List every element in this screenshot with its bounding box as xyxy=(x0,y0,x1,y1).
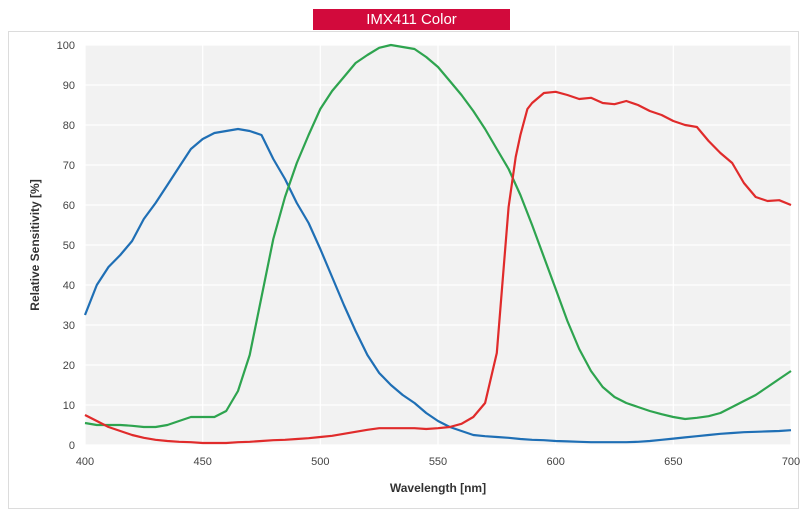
y-tick-label: 80 xyxy=(63,120,75,132)
y-tick-label: 10 xyxy=(63,400,75,412)
x-tick-labels: 400 450 500 550 600 650 700 xyxy=(76,456,800,468)
y-tick-labels: 0 10 20 30 40 50 60 70 80 90 100 xyxy=(57,40,75,452)
y-tick-label: 50 xyxy=(63,240,75,252)
x-tick-label: 550 xyxy=(429,456,447,468)
grid-lines xyxy=(84,44,792,446)
x-axis-label: Wavelength [nm] xyxy=(390,481,486,495)
series-line-0 xyxy=(83,127,792,444)
y-tick-label: 70 xyxy=(63,160,75,172)
x-tick-label: 600 xyxy=(546,456,564,468)
y-axis-label: Relative Sensitivity [%] xyxy=(28,179,42,310)
x-tick-label: 650 xyxy=(664,456,682,468)
x-tick-label: 500 xyxy=(311,456,329,468)
x-tick-label: 400 xyxy=(76,456,94,468)
y-tick-label: 30 xyxy=(63,320,75,332)
y-tick-label: 90 xyxy=(63,80,75,92)
x-tick-label: 700 xyxy=(782,456,800,468)
series-line-1 xyxy=(84,43,792,429)
x-tick-label: 450 xyxy=(193,456,211,468)
series-line-2 xyxy=(84,90,792,445)
y-tick-label: 100 xyxy=(57,40,75,52)
y-tick-label: 20 xyxy=(63,360,75,372)
y-tick-label: 0 xyxy=(69,440,75,452)
y-tick-label: 40 xyxy=(63,280,75,292)
chart-title: IMX411 Color xyxy=(313,9,510,30)
series-lines xyxy=(83,43,792,445)
y-tick-label: 60 xyxy=(63,200,75,212)
